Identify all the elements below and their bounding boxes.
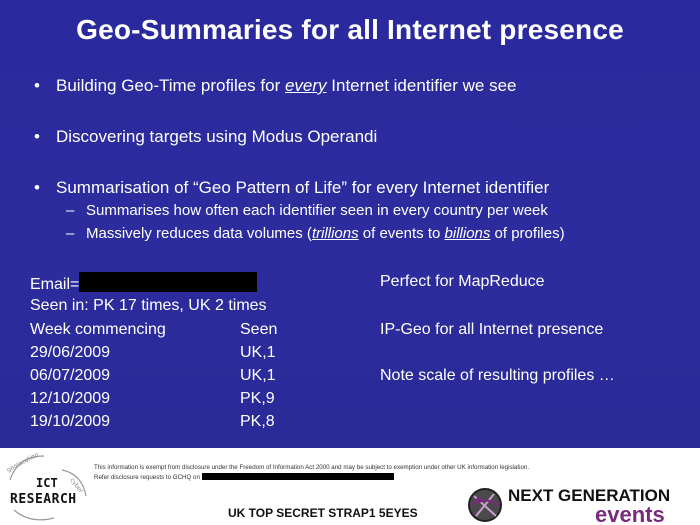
bullet-dot: • [34, 76, 40, 95]
row-week: 29/06/2009 [30, 344, 111, 361]
row-week: 19/10/2009 [30, 413, 111, 430]
slide: Geo-Summaries for all Internet presence … [0, 0, 700, 448]
sub-bullet-text: Massively reduces data volumes ( [86, 225, 312, 242]
row-seen: PK,9 [240, 390, 275, 407]
ng-globe-icon [468, 488, 502, 522]
phone-redaction [201, 473, 394, 480]
ict-logo-arcs-icon: geolocation cyber [6, 451, 87, 521]
ict-research-logo: geolocation cyber ICT RESEARCH [4, 450, 94, 522]
ict-text: ICT [36, 476, 58, 490]
email-line: Email= [30, 272, 258, 295]
sub-bullet-dash: – [66, 225, 75, 242]
bullet-text-end: Internet identifier we see [326, 76, 517, 95]
note-scale: Note scale of resulting profiles … [380, 367, 615, 384]
ng-logo-top-text: NEXT GENERATION [508, 486, 671, 505]
slide-title: Geo-Summaries for all Internet presence [76, 14, 624, 45]
bullet-text: Building Geo-Time profiles for [56, 76, 285, 95]
bullet-dot: • [34, 178, 40, 197]
row-seen: UK,1 [240, 344, 276, 361]
sub-bullet-text-mid: of events to [358, 225, 445, 242]
emphasis-every: every [284, 76, 327, 95]
note-mapreduce: Perfect for MapReduce [380, 273, 545, 290]
disclosure-notice: Refer disclosure requests to GCHQ on [94, 473, 394, 482]
footer: geolocation cyber ICT RESEARCH This info… [0, 448, 700, 525]
week-column-header: Week commencing [30, 321, 166, 338]
next-generation-events-logo: NEXT GENERATION events [466, 486, 698, 525]
row-week: 06/07/2009 [30, 367, 111, 384]
ict-arc-left: geolocation [6, 451, 40, 474]
row-seen: PK,8 [240, 413, 275, 430]
emphasis-billions: billions [444, 225, 491, 242]
sub-bullet-dash: – [66, 202, 75, 219]
note-ip-geo: IP-Geo for all Internet presence [380, 321, 604, 338]
bullet-dot: • [34, 127, 40, 146]
sub-bullet-text: Summarises how often each identifier see… [86, 202, 548, 219]
emphasis-trillions: trillions [311, 225, 359, 242]
bullet-text: Discovering targets using Modus Operandi [56, 127, 378, 146]
foi-notice: This information is exempt from disclosu… [94, 464, 530, 471]
email-label: Email= [30, 276, 80, 293]
row-seen: UK,1 [240, 367, 276, 384]
row-week: 12/10/2009 [30, 390, 111, 407]
disclosure-text: Refer disclosure requests to GCHQ on [94, 474, 200, 481]
ng-logo-bottom-text: events [595, 502, 665, 525]
research-text: RESEARCH [10, 492, 77, 507]
bullet-text: Summarisation of “Geo Pattern of Life” f… [56, 178, 550, 197]
seen-column-header: Seen [240, 321, 278, 338]
email-redaction [79, 272, 258, 292]
sub-bullet-text-end: of profiles) [490, 225, 565, 242]
classification-marking: UK TOP SECRET STRAP1 5EYES [228, 506, 418, 520]
seen-in-summary: Seen in: PK 17 times, UK 2 times [30, 297, 267, 314]
